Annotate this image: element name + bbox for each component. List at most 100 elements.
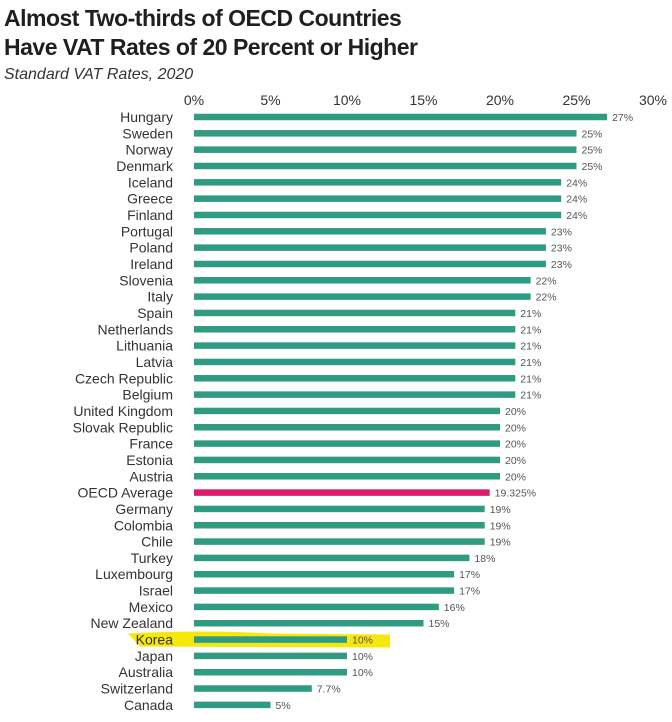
value-label-colombia: 19% xyxy=(490,520,511,532)
category-label-poland: Poland xyxy=(129,240,173,256)
bar-belgium xyxy=(194,391,516,398)
category-label-hungary: Hungary xyxy=(120,109,173,125)
bar-denmark xyxy=(194,162,577,170)
value-label-belgium: 21% xyxy=(520,390,541,402)
category-label-sweden: Sweden xyxy=(122,125,173,141)
x-tick-label: 20% xyxy=(486,92,514,108)
value-label-lithuania: 21% xyxy=(520,341,541,353)
value-label-finland: 24% xyxy=(566,210,587,222)
x-tick-label: 0% xyxy=(184,92,204,108)
value-label-hungary: 27% xyxy=(612,112,633,124)
category-label-belgium: Belgium xyxy=(122,387,173,403)
bar-italy xyxy=(194,293,531,300)
category-label-france: France xyxy=(129,436,173,452)
category-label-mexico: Mexico xyxy=(129,599,174,615)
bar-luxembourg xyxy=(194,570,455,578)
value-label-mexico: 16% xyxy=(444,602,465,614)
category-label-colombia: Colombia xyxy=(114,517,173,533)
bar-slovak-republic xyxy=(194,424,500,431)
category-label-luxembourg: Luxembourg xyxy=(95,566,173,582)
value-label-new-zealand: 15% xyxy=(429,618,450,630)
category-label-slovenia: Slovenia xyxy=(119,272,173,288)
x-tick-label: 25% xyxy=(562,92,590,108)
bar-chile xyxy=(194,538,485,545)
value-label-slovak-republic: 20% xyxy=(505,422,526,434)
category-label-denmark: Denmark xyxy=(116,158,174,174)
bar-estonia xyxy=(194,456,500,464)
category-label-turkey: Turkey xyxy=(131,550,173,566)
bar-portugal xyxy=(194,228,546,235)
value-label-luxembourg: 17% xyxy=(459,569,480,581)
category-label-switzerland: Switzerland xyxy=(101,681,173,697)
category-label-netherlands: Netherlands xyxy=(98,321,174,337)
category-label-lithuania: Lithuania xyxy=(116,338,173,354)
bar-oecd-average xyxy=(194,489,490,496)
value-label-turkey: 18% xyxy=(474,553,495,565)
value-label-spain: 21% xyxy=(520,308,541,320)
value-label-israel: 17% xyxy=(459,586,480,598)
bar-australia xyxy=(194,668,347,676)
value-label-denmark: 25% xyxy=(582,161,603,173)
bar-lithuania xyxy=(194,342,516,349)
category-label-finland: Finland xyxy=(127,207,173,223)
chart-title-line-1: Almost Two-thirds of OECD Countries xyxy=(4,5,402,31)
value-label-australia: 10% xyxy=(352,667,373,679)
category-label-norway: Norway xyxy=(126,142,173,158)
value-label-austria: 20% xyxy=(505,471,526,483)
category-label-chile: Chile xyxy=(141,534,173,550)
bar-korea xyxy=(194,636,347,643)
category-label-ireland: Ireland xyxy=(130,256,173,272)
value-label-sweden: 25% xyxy=(582,128,603,140)
value-label-portugal: 23% xyxy=(551,226,572,238)
category-label-latvia: Latvia xyxy=(136,354,174,370)
value-label-united-kingdom: 20% xyxy=(505,406,526,418)
bar-spain xyxy=(194,309,516,317)
bar-finland xyxy=(194,211,562,219)
bar-hungary xyxy=(194,113,608,121)
category-label-italy: Italy xyxy=(147,289,173,305)
value-label-switzerland: 7.7% xyxy=(317,684,341,696)
value-label-iceland: 24% xyxy=(566,177,587,189)
bar-turkey xyxy=(194,554,470,562)
category-label-spain: Spain xyxy=(137,305,173,321)
bar-latvia xyxy=(194,358,516,366)
bar-netherlands xyxy=(194,326,516,333)
x-tick-label: 15% xyxy=(409,92,437,108)
bar-united-kingdom xyxy=(194,407,500,415)
x-tick-label: 30% xyxy=(639,92,667,108)
category-label-slovak-republic: Slovak Republic xyxy=(73,419,173,435)
category-label-portugal: Portugal xyxy=(121,223,173,239)
value-label-italy: 22% xyxy=(536,292,557,304)
value-label-canada: 5% xyxy=(276,700,291,712)
value-label-ireland: 23% xyxy=(551,259,572,271)
category-label-canada: Canada xyxy=(124,697,173,713)
value-label-chile: 19% xyxy=(490,537,511,549)
value-label-greece: 24% xyxy=(566,194,587,206)
value-label-estonia: 20% xyxy=(505,455,526,467)
value-label-korea: 10% xyxy=(352,635,373,647)
value-label-japan: 10% xyxy=(352,651,373,663)
bar-czech-republic xyxy=(194,375,516,382)
value-label-poland: 23% xyxy=(551,243,572,255)
bar-norway xyxy=(194,146,577,153)
chart-title-line-2: Have VAT Rates of 20 Percent or Higher xyxy=(4,34,418,60)
x-tick-label: 10% xyxy=(333,92,361,108)
bar-iceland xyxy=(194,179,562,186)
category-label-austria: Austria xyxy=(129,468,173,484)
category-label-australia: Australia xyxy=(119,664,174,680)
value-label-norway: 25% xyxy=(582,145,603,157)
category-label-japan: Japan xyxy=(135,648,173,664)
bar-israel xyxy=(194,587,455,594)
x-tick-label: 5% xyxy=(260,92,280,108)
bar-japan xyxy=(194,652,347,660)
value-label-oecd-average: 19.325% xyxy=(495,488,536,500)
bar-greece xyxy=(194,195,562,202)
category-label-estonia: Estonia xyxy=(126,452,173,468)
category-label-germany: Germany xyxy=(115,501,173,517)
value-label-latvia: 21% xyxy=(520,357,541,369)
bar-france xyxy=(194,440,500,447)
category-label-united-kingdom: United Kingdom xyxy=(73,403,173,419)
value-label-germany: 19% xyxy=(490,504,511,516)
category-label-greece: Greece xyxy=(127,191,173,207)
